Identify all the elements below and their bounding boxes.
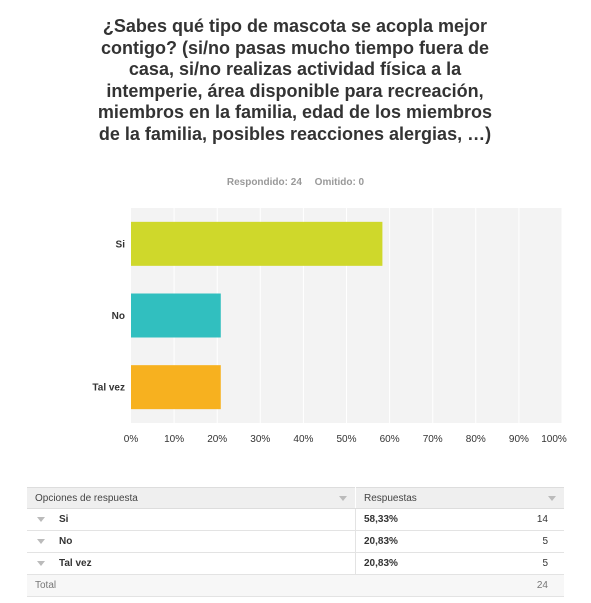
table-row: Tal vez 20,83% 5 (27, 552, 564, 575)
x-tick-label: 100% (541, 434, 567, 445)
y-category-label: Tal vez (92, 383, 125, 394)
total-row: Total 24 (27, 574, 564, 597)
header-responses[interactable]: Respuestas (355, 487, 564, 509)
x-tick-label: 0% (124, 434, 139, 445)
option-cell[interactable]: Si (27, 508, 356, 531)
bar (131, 221, 383, 266)
header-options[interactable]: Opciones de respuesta (27, 487, 356, 509)
bar (131, 293, 221, 338)
sort-icon (548, 496, 556, 501)
total-count: 24 (478, 574, 564, 597)
x-tick-label: 10% (164, 434, 184, 445)
option-label: Si (59, 514, 69, 525)
percent-cell: 20,83% (355, 530, 479, 553)
x-tick-label: 70% (423, 434, 443, 445)
x-tick-label: 20% (207, 434, 227, 445)
response-summary: Respondido: 24 Omitido: 0 (0, 177, 591, 188)
x-tick-label: 30% (250, 434, 270, 445)
table-row: No 20,83% 5 (27, 530, 564, 553)
expand-icon[interactable] (37, 516, 45, 522)
skipped-count: Omitido: 0 (314, 177, 365, 188)
count-cell: 5 (478, 552, 564, 575)
option-cell[interactable]: No (27, 530, 356, 553)
option-cell[interactable]: Tal vez (27, 552, 356, 575)
bar-chart: 0% 10% 20% 30% 40% 50% 60% 70% 80% 90% 100% Si No Tal… (92, 208, 567, 445)
sort-icon (339, 496, 347, 501)
percent-cell: 58,33% (355, 508, 479, 531)
option-label: Tal vez (59, 558, 92, 569)
count-cell: 14 (478, 508, 564, 531)
header-options-label: Opciones de respuesta (35, 492, 138, 504)
bar (131, 365, 221, 410)
expand-icon[interactable] (37, 538, 45, 544)
option-label: No (59, 536, 73, 547)
y-category-label: Si (116, 239, 126, 250)
x-tick-label: 40% (293, 434, 313, 445)
header-responses-label: Respuestas (364, 492, 417, 504)
question-title: ¿Sabes qué tipo de mascota se acopla mej… (97, 16, 493, 144)
results-table: Opciones de respuesta Respuestas Si 58,3… (27, 487, 564, 597)
answered-count: Respondido: 24 (226, 177, 302, 188)
x-tick-label: 60% (380, 434, 400, 445)
expand-icon[interactable] (37, 560, 45, 566)
count-cell: 5 (478, 530, 564, 553)
total-label: Total (27, 574, 479, 597)
table-row: Si 58,33% 14 (27, 508, 564, 531)
x-tick-label: 90% (509, 434, 529, 445)
percent-cell: 20,83% (355, 552, 479, 575)
x-tick-label: 80% (466, 434, 486, 445)
x-tick-label: 50% (336, 434, 356, 445)
y-category-label: No (112, 311, 125, 322)
